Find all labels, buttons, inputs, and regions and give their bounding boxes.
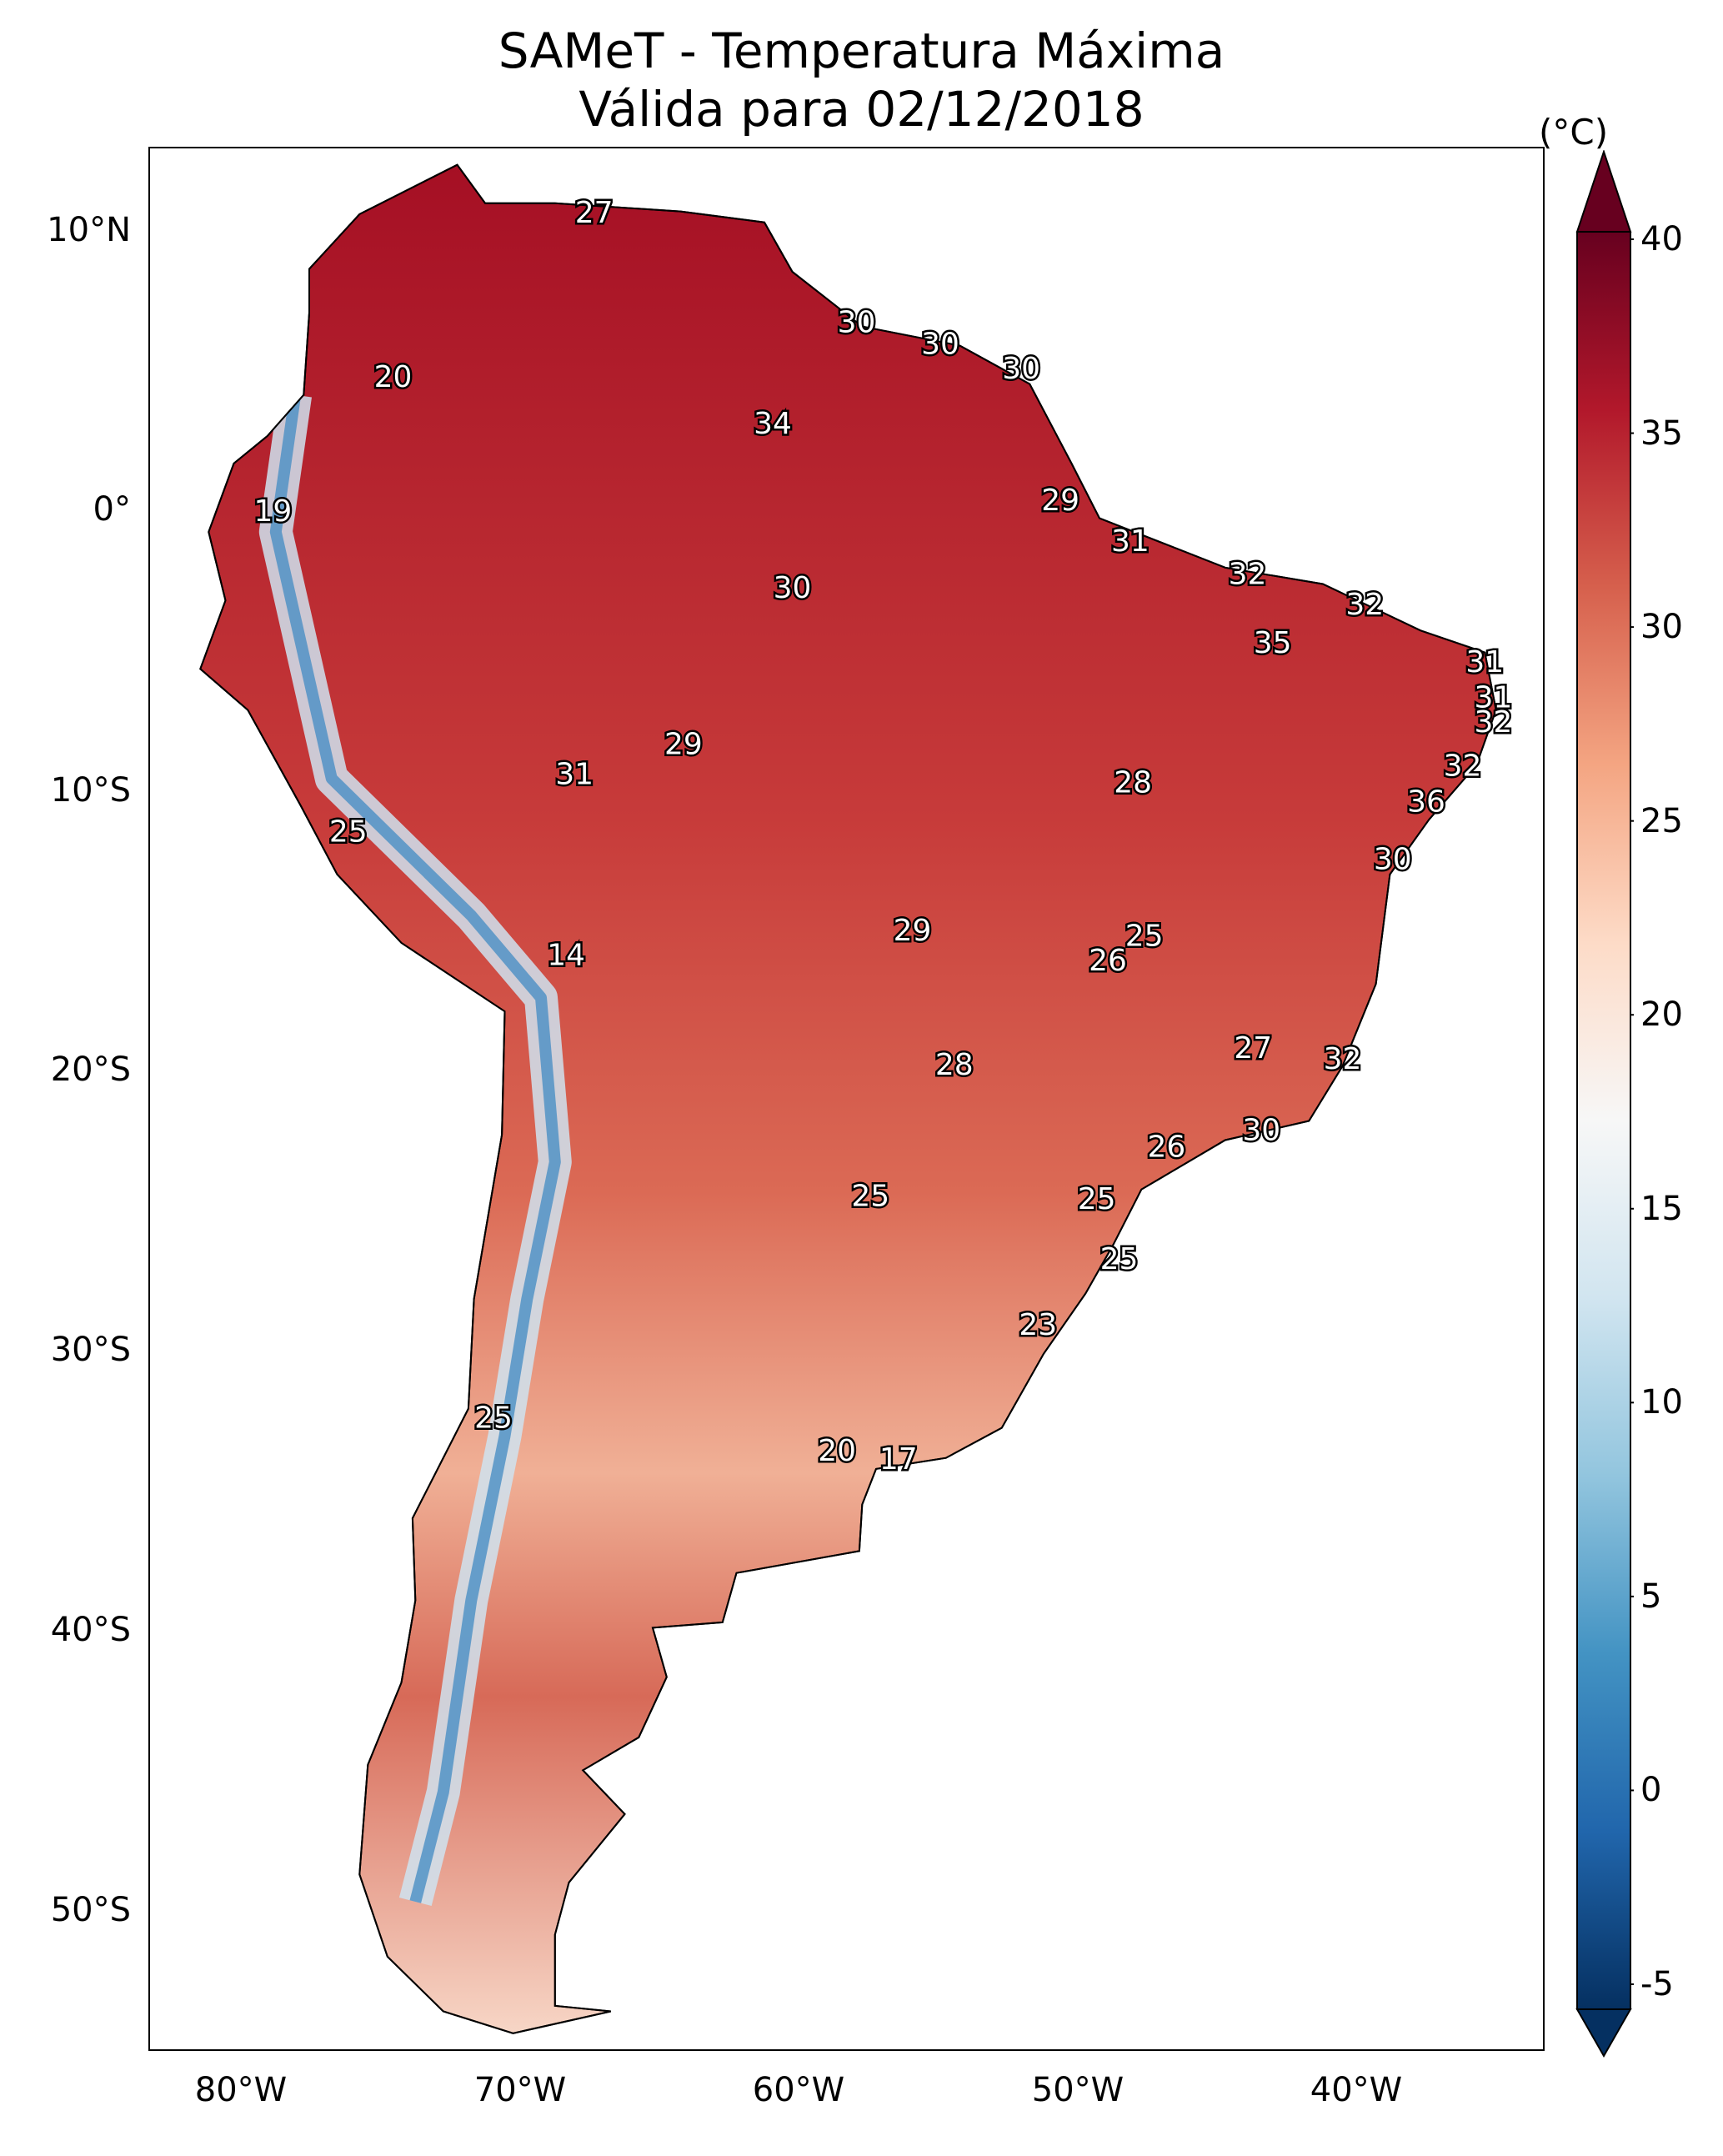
city-value-label: 32	[1474, 705, 1512, 740]
city-value-label: 29	[1041, 484, 1079, 518]
lat-label-50s: 50°S	[50, 1891, 131, 1929]
lat-label-30s: 30°S	[50, 1331, 131, 1369]
colorbar-tick-label: 40	[1640, 220, 1683, 258]
lat-label-40s: 40°S	[50, 1611, 131, 1649]
coastline	[199, 163, 1497, 2034]
city-value-label: 29	[894, 914, 932, 948]
colorbar-tick-label: 25	[1640, 801, 1683, 840]
city-value-label: 28	[935, 1048, 974, 1082]
city-value-label: 25	[851, 1180, 889, 1214]
lon-label-50w: 50°W	[1031, 2071, 1124, 2109]
colorbar-tick-label: 0	[1640, 1771, 1662, 1810]
lat-label-10n: 10°N	[47, 211, 131, 249]
city-value-label: 31	[555, 758, 594, 792]
city-value-label: 28	[1114, 765, 1152, 800]
colorbar-tick-label: -5	[1640, 1965, 1674, 2003]
colorbar-tick-label: 35	[1640, 414, 1683, 453]
south-america-land	[199, 163, 1497, 2034]
city-value-label: 19	[253, 494, 292, 529]
colorbar-unit: (°C)	[1539, 112, 1609, 153]
map-subtitle: Válida para 02/12/2018	[579, 81, 1144, 138]
city-value-label: 20	[374, 360, 413, 394]
city-value-label: 17	[879, 1442, 918, 1477]
map-title: SAMeT - Temperatura Máxima	[498, 23, 1225, 79]
city-value-label: 35	[1254, 626, 1292, 660]
city-value-label: 30	[1002, 352, 1040, 386]
city-value-label: 30	[838, 305, 876, 339]
city-value-label: 32	[1229, 558, 1267, 592]
city-value-label: 25	[1125, 919, 1164, 953]
colorbar-tick-label: 10	[1640, 1383, 1683, 1422]
city-value-label: 30	[1242, 1114, 1280, 1148]
city-value-label: 23	[1019, 1308, 1057, 1342]
continent-shape	[199, 163, 1497, 2034]
lat-label-20s: 20°S	[50, 1050, 131, 1089]
lon-label-70w: 70°W	[473, 2071, 567, 2109]
colorbar-tick-label: 5	[1640, 1577, 1662, 1616]
city-value-label: 32	[1345, 588, 1384, 622]
city-value-label: 32	[1324, 1042, 1362, 1076]
city-value-label: 25	[1078, 1182, 1116, 1216]
city-value-label: 34	[754, 407, 792, 441]
city-value-label: 32	[1444, 750, 1482, 784]
city-value-label: 30	[1374, 842, 1412, 876]
city-value-label: 25	[329, 815, 368, 850]
colorbar	[1575, 150, 1634, 2058]
city-value-label: 30	[774, 571, 812, 605]
colorbar-tick-label: 30	[1640, 608, 1683, 647]
city-value-label: 31	[1111, 524, 1150, 559]
city-value-label: 27	[1234, 1031, 1272, 1065]
city-value-label: 27	[575, 196, 614, 230]
city-value-label: 20	[818, 1434, 856, 1468]
city-value-label: 26	[1147, 1130, 1185, 1164]
andes-cold-core	[269, 394, 561, 1903]
city-value-label: 31	[1465, 645, 1504, 679]
colorbar-tick-label: 15	[1640, 1189, 1683, 1228]
city-value-label: 36	[1407, 785, 1445, 819]
city-value-label: 14	[547, 938, 585, 972]
lat-label-10s: 10°S	[50, 771, 131, 810]
colorbar-tick-label: 20	[1640, 995, 1683, 1035]
lon-label-60w: 60°W	[752, 2071, 845, 2109]
lat-label-0: 0°	[93, 490, 131, 529]
map-panel[interactable]: 27 20 19 30 30 30 34 29 31 30 32 32 35 31 31 32 29 31 28 32…	[148, 147, 1545, 2051]
lon-label-40w: 40°W	[1310, 2071, 1403, 2109]
city-value-label: 25	[474, 1401, 513, 1436]
city-value-label: 29	[664, 727, 703, 761]
city-value-label: 30	[921, 328, 959, 362]
city-value-label: 31	[1474, 681, 1512, 715]
city-value-label: 25	[1100, 1242, 1139, 1276]
lon-label-80w: 80°W	[194, 2071, 288, 2109]
city-value-label: 26	[1089, 944, 1127, 978]
